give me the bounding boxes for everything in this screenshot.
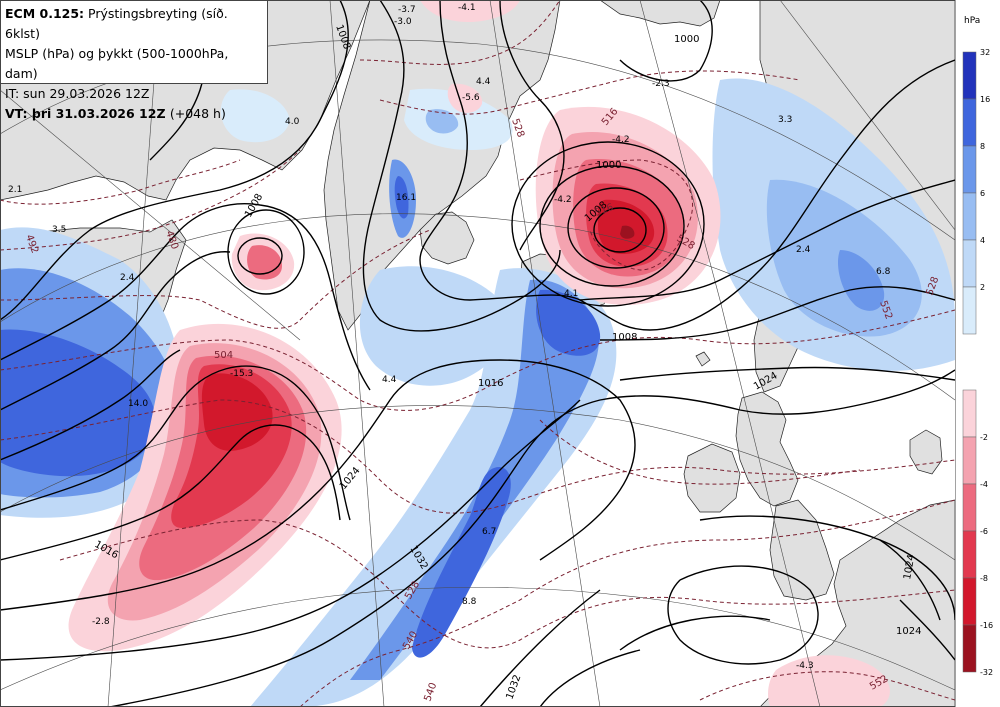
info-line-fields: MSLP (hPa) og þykkt (500-1000hPa, dam) xyxy=(5,46,229,81)
valid-time: VT: þri 31.03.2026 12Z xyxy=(5,106,166,121)
legend-fall-colorbar: -2 -4 -6 -8 -16 -32 xyxy=(962,389,993,677)
legend-swatch xyxy=(962,389,977,438)
rise-iceland-core xyxy=(350,279,599,680)
legend-tick-label: 2 xyxy=(980,283,985,292)
rise-iceland-max xyxy=(536,289,601,356)
change-value: 6.8 xyxy=(876,267,891,277)
change-value: 4.0 xyxy=(285,117,300,127)
change-value: -3.7 xyxy=(398,5,416,15)
change-value: 2.4 xyxy=(120,273,135,283)
isobar-label: 1024 xyxy=(896,626,921,637)
rise-greenland-strait-max xyxy=(394,176,409,219)
legend-tick-label: -16 xyxy=(980,621,993,630)
isobar-label: 1016 xyxy=(478,378,503,389)
legend-tick-label: 8 xyxy=(980,142,985,151)
lead-time: (+048 h) xyxy=(169,106,226,121)
change-value: 2.4 xyxy=(796,245,811,255)
fall-low-sw-max xyxy=(201,373,273,451)
legend-swatch xyxy=(962,192,977,241)
legend-tick-label: -6 xyxy=(980,527,988,536)
model-label: ECM 0.125: xyxy=(5,6,85,21)
faroe xyxy=(695,351,711,367)
legend-tick-label: 6 xyxy=(980,189,985,198)
fall-europe xyxy=(768,655,890,707)
greenland-east-coast xyxy=(419,211,475,265)
legend-swatch xyxy=(962,145,977,194)
change-value: 4.4 xyxy=(382,375,397,385)
england xyxy=(769,499,835,601)
rise-band-max xyxy=(412,466,511,658)
legend-unit: hPa xyxy=(964,16,981,26)
fall-low-iceland-deep xyxy=(620,225,635,239)
isobar-label: 1008 xyxy=(612,332,637,343)
change-value: 4.1 xyxy=(564,289,578,299)
rise-north xyxy=(404,88,513,150)
legend-swatch xyxy=(962,436,977,485)
legend-swatch xyxy=(962,286,977,335)
change-value: 3.5 xyxy=(52,225,66,235)
change-value: 6.7 xyxy=(482,527,496,537)
legend-swatch xyxy=(962,624,977,673)
change-value: 14.0 xyxy=(128,399,148,409)
change-value: -15.3 xyxy=(230,369,253,379)
scotland xyxy=(735,391,799,507)
change-value: -4.2 xyxy=(554,195,572,205)
fall-north xyxy=(420,0,520,22)
rise-north-core xyxy=(425,109,459,134)
field-title: Prýstingsbreyting (síð. 6klst) xyxy=(5,6,228,41)
legend-tick-label: 32 xyxy=(980,48,990,57)
change-value: 16.1 xyxy=(396,193,416,203)
change-value: 4.4 xyxy=(476,77,491,87)
legend-tick-label: -8 xyxy=(980,574,988,583)
legend-tick-label: 4 xyxy=(980,236,985,245)
rise-labrador-max xyxy=(0,329,156,477)
rise-greenland-south xyxy=(359,266,509,386)
map-info-box: ECM 0.125: Prýstingsbreyting (síð. 6klst… xyxy=(0,0,268,121)
change-value: 8.8 xyxy=(462,597,477,607)
change-value: -4.3 xyxy=(796,661,814,671)
legend-tick-label: -2 xyxy=(980,433,988,442)
change-value: -2.8 xyxy=(92,617,110,627)
legend-rise-colorbar: 32 16 8 6 4 2 xyxy=(962,48,990,335)
legend: 32 16 8 6 4 2 -2 -4 -6 -8 -16 -32 xyxy=(955,0,1000,707)
change-value: -4.1 xyxy=(458,3,476,13)
legend-tick-label: -4 xyxy=(980,480,988,489)
legend-swatch xyxy=(962,239,977,288)
change-value: -5.6 xyxy=(462,93,480,103)
legend-tick-label: -32 xyxy=(980,668,993,677)
isobar-label: 1024 xyxy=(902,554,917,581)
legend-swatch xyxy=(962,530,977,579)
legend-swatch xyxy=(962,577,977,626)
isobar-layer xyxy=(0,0,955,707)
change-value: 2.1 xyxy=(8,185,22,195)
isobar-label: 1000 xyxy=(674,34,699,45)
rise-baffin xyxy=(220,89,290,143)
legend-swatch xyxy=(962,98,977,147)
legend-swatch xyxy=(962,483,977,532)
change-value: 3.3 xyxy=(778,115,792,125)
ireland xyxy=(683,443,741,513)
change-value-labels: -3.7 -4.1 -3.0 4.4 -5.6 -2.3 4.0 2.1 3.5… xyxy=(8,3,891,671)
thickness-label: 504 xyxy=(214,350,233,361)
svalbard xyxy=(599,0,721,27)
change-value: -3.0 xyxy=(394,17,412,27)
denmark xyxy=(909,429,943,475)
info-line-init-time: IT: sun 29.03.2026 12Z xyxy=(5,86,150,101)
change-value: -2.3 xyxy=(652,79,670,89)
isobar-label: 1000 xyxy=(596,160,621,171)
change-value: -4.2 xyxy=(612,135,630,145)
thickness-layer xyxy=(0,0,955,707)
info-line-valid-time: VT: þri 31.03.2026 12Z (+048 h) xyxy=(5,104,263,124)
legend-panel xyxy=(955,0,1000,707)
rise-norway-max xyxy=(837,250,885,311)
legend-tick-label: 16 xyxy=(980,95,990,104)
info-line-title: ECM 0.125: Prýstingsbreyting (síð. 6klst… xyxy=(5,4,263,44)
legend-swatch xyxy=(962,51,977,100)
pressure-fall-layer xyxy=(68,0,890,707)
